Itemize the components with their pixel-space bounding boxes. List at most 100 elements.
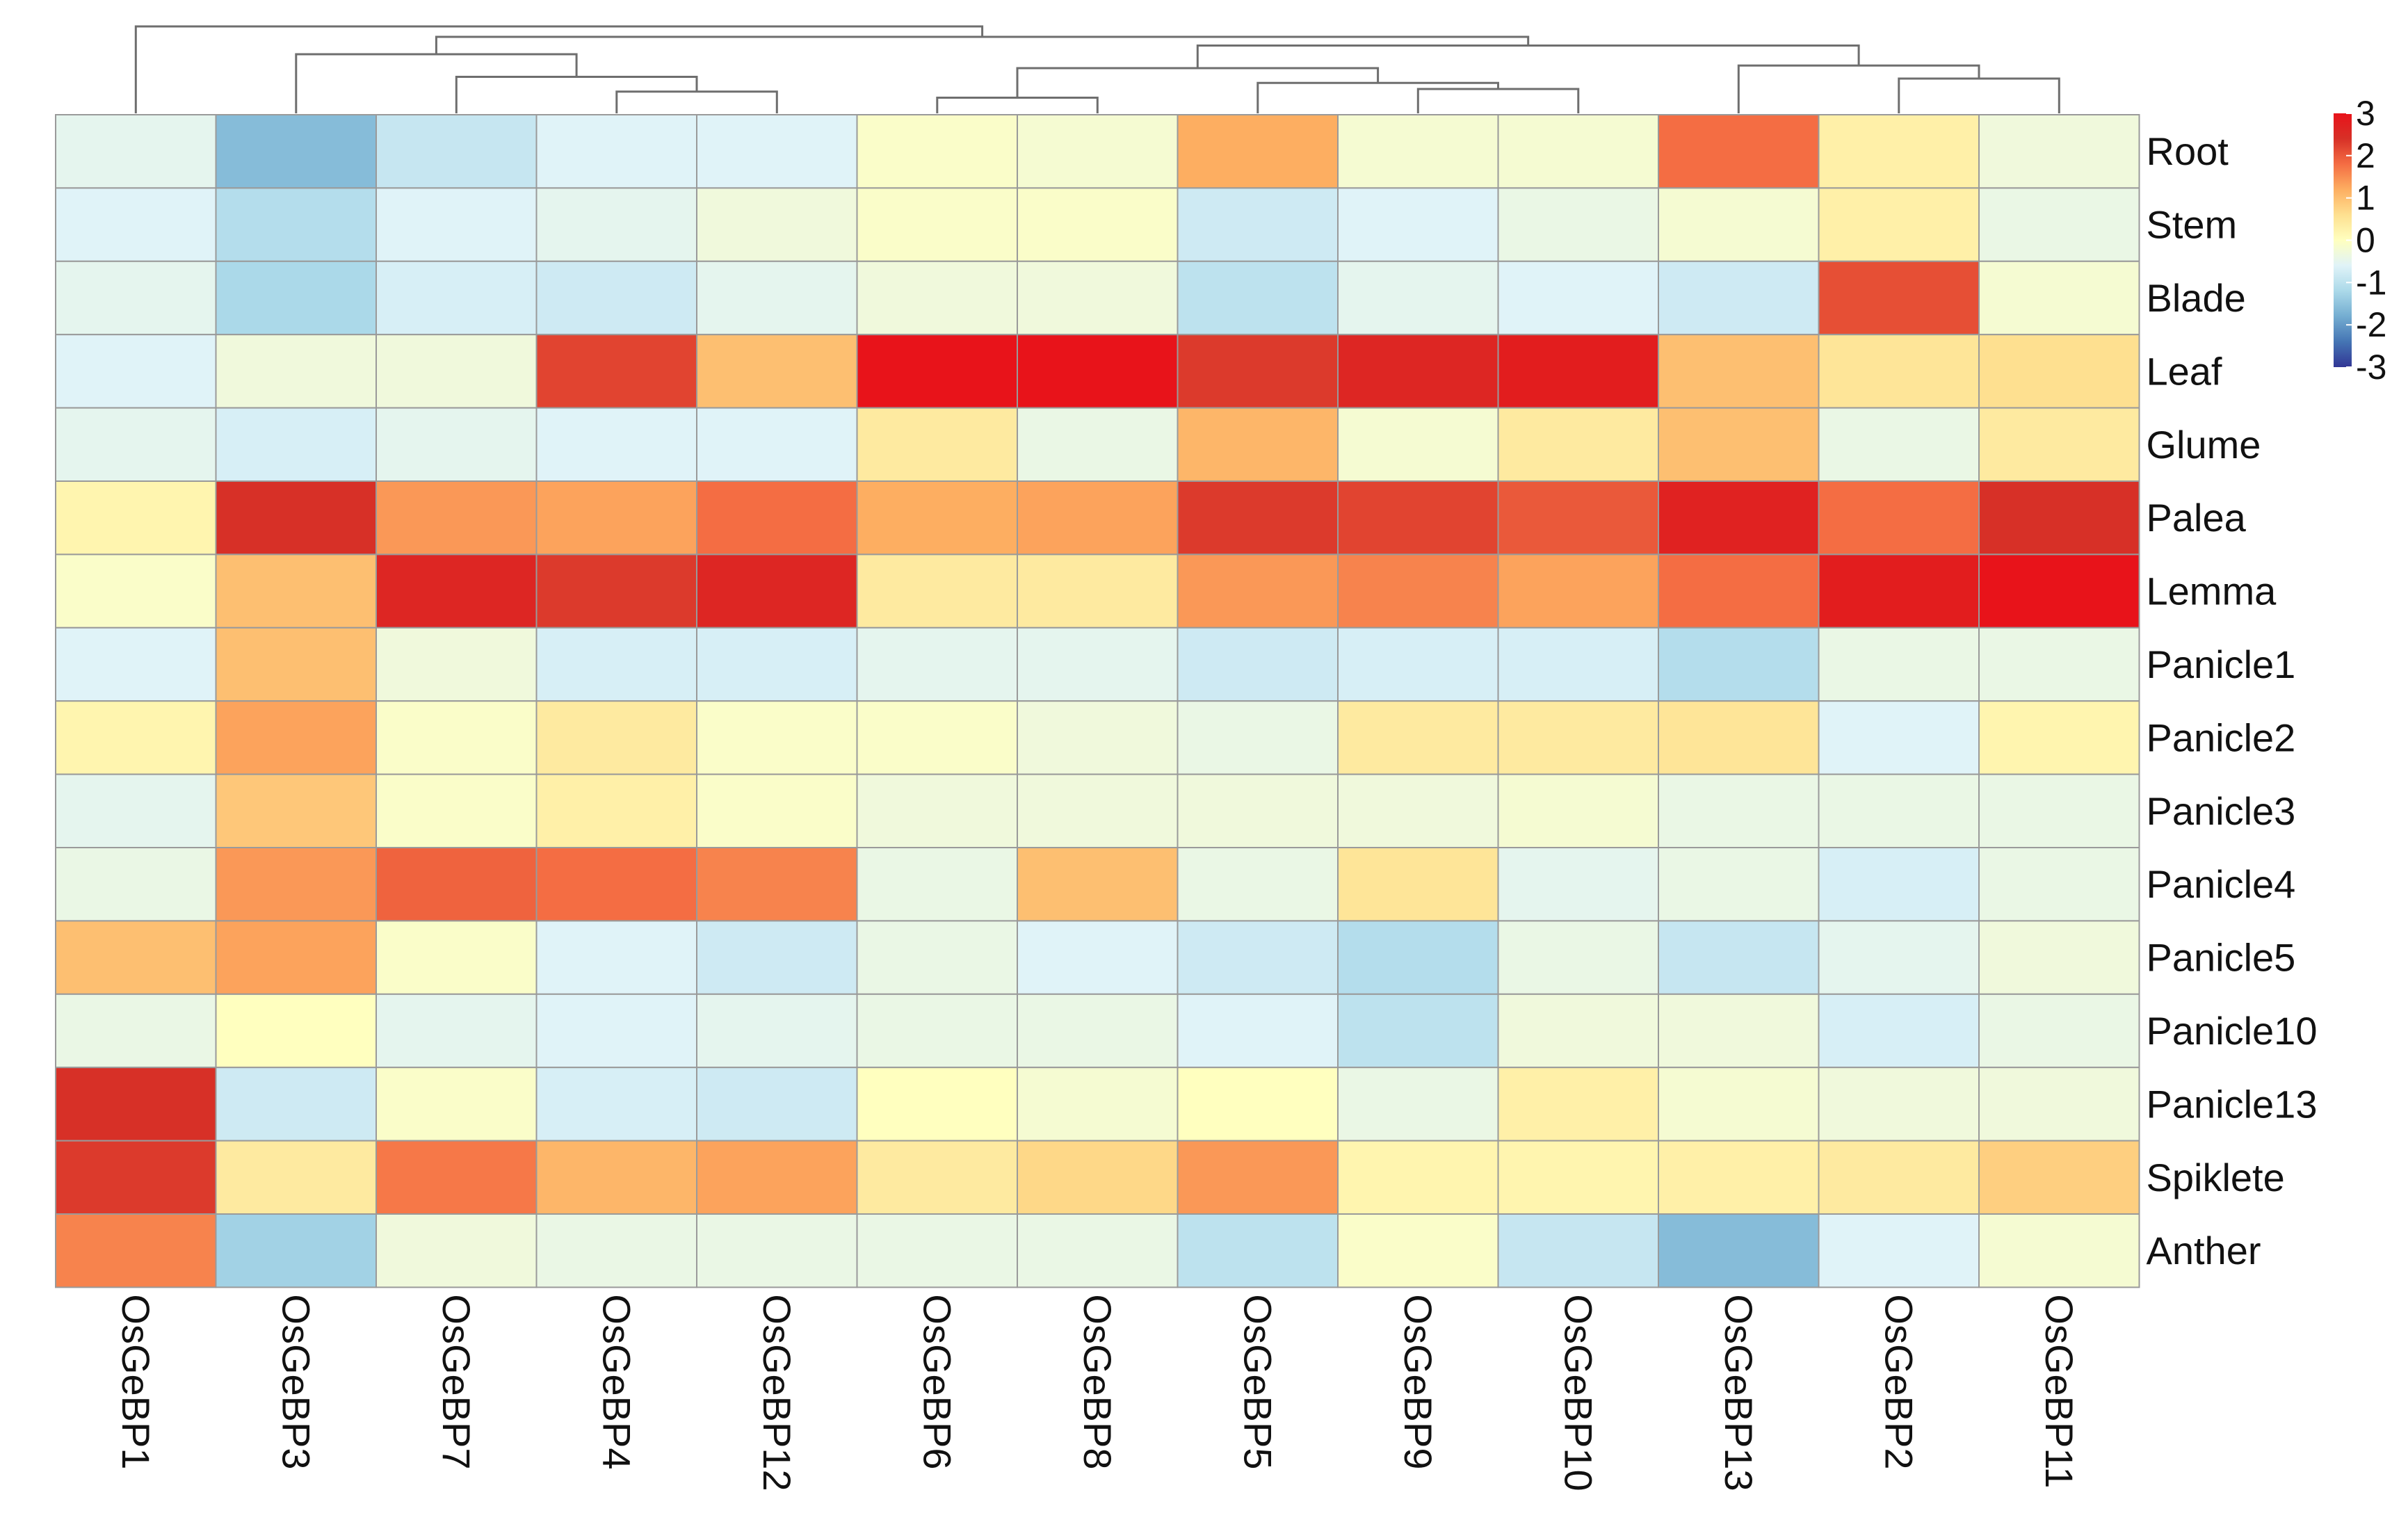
heatmap-cell-spiklete-osgebp8: [1017, 1140, 1179, 1215]
heatmap-cell-blade-osgebp10: [1497, 260, 1659, 336]
dendrogram-branch-4: [455, 76, 698, 113]
heatmap-cell-leaf-osgebp10: [1497, 334, 1659, 409]
heatmap-cell-anther-osgebp13: [1658, 1213, 1820, 1288]
column-label-osgebp2: OsGeBP2: [1877, 1294, 1921, 1469]
heatmap-cell-stem-osgebp7: [375, 187, 538, 262]
row-label-anther: Anther: [2147, 1229, 2261, 1272]
row-label-palea: Palea: [2147, 496, 2247, 540]
heatmap-cell-anther-osgebp8: [1017, 1213, 1179, 1288]
heatmap-cell-panicle5-osgebp9: [1337, 920, 1499, 995]
heatmap-cell-panicle2-osgebp7: [375, 700, 538, 775]
heatmap-cell-stem-osgebp13: [1658, 187, 1820, 262]
heatmap-cell-blade-osgebp4: [535, 260, 697, 336]
heatmap-cell-glume-osgebp2: [1818, 407, 1980, 482]
heatmap-cell-root-osgebp10: [1497, 114, 1659, 189]
legend-tick-label: 3: [2356, 94, 2375, 133]
heatmap-cell-panicle10-osgebp3: [215, 993, 377, 1069]
heatmap-cell-panicle1-osgebp10: [1497, 626, 1659, 702]
heatmap-cell-panicle2-osgebp4: [535, 700, 697, 775]
heatmap-cell-panicle10-osgebp7: [375, 993, 538, 1069]
heatmap-cell-glume-osgebp13: [1658, 407, 1820, 482]
heatmap-cell-spiklete-osgebp13: [1658, 1140, 1820, 1215]
heatmap-cell-panicle4-osgebp13: [1658, 847, 1820, 922]
heatmap-cell-panicle3-osgebp11: [1978, 773, 2140, 848]
heatmap-cell-palea-osgebp6: [856, 480, 1018, 556]
column-label-osgebp11: OsGeBP11: [2037, 1294, 2081, 1488]
heatmap-cell-leaf-osgebp9: [1337, 334, 1499, 409]
column-label-osgebp7: OsGeBP7: [435, 1294, 478, 1469]
heatmap-cell-panicle2-osgebp5: [1177, 700, 1339, 775]
heatmap-cell-panicle4-osgebp2: [1818, 847, 1980, 922]
legend-tick-label: -3: [2356, 348, 2386, 387]
dendrogram-branch-6: [1737, 64, 1980, 113]
heatmap-cell-anther-osgebp10: [1497, 1213, 1659, 1288]
heatmap-cell-panicle1-osgebp6: [856, 626, 1018, 702]
heatmap-cell-anther-osgebp3: [215, 1213, 377, 1288]
heatmap-cell-panicle2-osgebp3: [215, 700, 377, 775]
heatmap-cell-root-osgebp5: [1177, 114, 1339, 189]
heatmap-cell-anther-osgebp1: [55, 1213, 217, 1288]
heatmap-cell-panicle3-osgebp2: [1818, 773, 1980, 848]
heatmap-cell-palea-osgebp10: [1497, 480, 1659, 556]
heatmap-cell-panicle2-osgebp10: [1497, 700, 1659, 775]
heatmap-cell-panicle4-osgebp7: [375, 847, 538, 922]
heatmap-cell-spiklete-osgebp11: [1978, 1140, 2140, 1215]
heatmap-cell-panicle13-osgebp6: [856, 1067, 1018, 1142]
heatmap-cell-palea-osgebp7: [375, 480, 538, 556]
heatmap-cell-panicle3-osgebp3: [215, 773, 377, 848]
heatmap-cell-panicle10-osgebp12: [696, 993, 858, 1069]
heatmap-cell-panicle4-osgebp11: [1978, 847, 2140, 922]
heatmap-cell-panicle5-osgebp6: [856, 920, 1018, 995]
heatmap-cell-leaf-osgebp12: [696, 334, 858, 409]
heatmap-cell-stem-osgebp8: [1017, 187, 1179, 262]
heatmap-cell-blade-osgebp5: [1177, 260, 1339, 336]
heatmap-cell-leaf-osgebp4: [535, 334, 697, 409]
dendrogram-branch-2: [936, 97, 1099, 113]
heatmap-cell-panicle2-osgebp13: [1658, 700, 1820, 775]
column-label-osgebp8: OsGeBP8: [1076, 1294, 1120, 1469]
column-label-osgebp13: OsGeBP13: [1717, 1294, 1761, 1491]
heatmap-cell-spiklete-osgebp12: [696, 1140, 858, 1215]
heatmap-cell-panicle5-osgebp13: [1658, 920, 1820, 995]
dendrogram-branch-0: [615, 90, 778, 113]
heatmap-cell-panicle1-osgebp3: [215, 626, 377, 702]
heatmap-cell-lemma-osgebp7: [375, 553, 538, 629]
heatmap-cell-panicle2-osgebp9: [1337, 700, 1499, 775]
column-label-osgebp3: OsGeBP3: [274, 1294, 318, 1469]
heatmap-cell-leaf-osgebp8: [1017, 334, 1179, 409]
heatmap-cell-blade-osgebp13: [1658, 260, 1820, 336]
heatmap-cell-blade-osgebp12: [696, 260, 858, 336]
heatmap-cell-panicle3-osgebp1: [55, 773, 217, 848]
heatmap-cell-panicle3-osgebp5: [1177, 773, 1339, 848]
heatmap-cell-root-osgebp2: [1818, 114, 1980, 189]
column-dendrogram: [134, 25, 2060, 113]
heatmap-cell-panicle13-osgebp7: [375, 1067, 538, 1142]
heatmap-cell-panicle4-osgebp4: [535, 847, 697, 922]
heatmap-cell-panicle13-osgebp10: [1497, 1067, 1659, 1142]
heatmap-cell-panicle1-osgebp8: [1017, 626, 1179, 702]
heatmap-cell-root-osgebp4: [535, 114, 697, 189]
heatmap-cell-lemma-osgebp1: [55, 553, 217, 629]
heatmap-cell-spiklete-osgebp1: [55, 1140, 217, 1215]
heatmap-cell-panicle3-osgebp10: [1497, 773, 1659, 848]
heatmap-cell-root-osgebp11: [1978, 114, 2140, 189]
column-label-osgebp5: OsGeBP5: [1236, 1294, 1279, 1469]
heatmap-cell-panicle2-osgebp11: [1978, 700, 2140, 775]
heatmap-cell-panicle1-osgebp2: [1818, 626, 1980, 702]
heatmap-cell-lemma-osgebp8: [1017, 553, 1179, 629]
dendrogram-branch-3: [1898, 77, 2060, 113]
row-labels: Root Stem Blade Leaf Glume Palea Lemma Panicle1…: [2147, 129, 2318, 1272]
heatmap-cell-panicle13-osgebp2: [1818, 1067, 1980, 1142]
heatmap-cell-glume-osgebp12: [696, 407, 858, 482]
heatmap-cell-panicle5-osgebp7: [375, 920, 538, 995]
row-label-panicle1: Panicle1: [2147, 642, 2296, 686]
heatmap-cell-panicle10-osgebp4: [535, 993, 697, 1069]
heatmap-cell-panicle3-osgebp12: [696, 773, 858, 848]
heatmap-cell-panicle4-osgebp6: [856, 847, 1018, 922]
heatmap-cell-spiklete-osgebp4: [535, 1140, 697, 1215]
heatmap-cell-stem-osgebp10: [1497, 187, 1659, 262]
heatmap-cell-panicle10-osgebp6: [856, 993, 1018, 1069]
column-label-osgebp9: OsGeBP9: [1396, 1294, 1440, 1469]
heatmap-cell-panicle4-osgebp10: [1497, 847, 1659, 922]
heatmap-cell-panicle3-osgebp6: [856, 773, 1018, 848]
